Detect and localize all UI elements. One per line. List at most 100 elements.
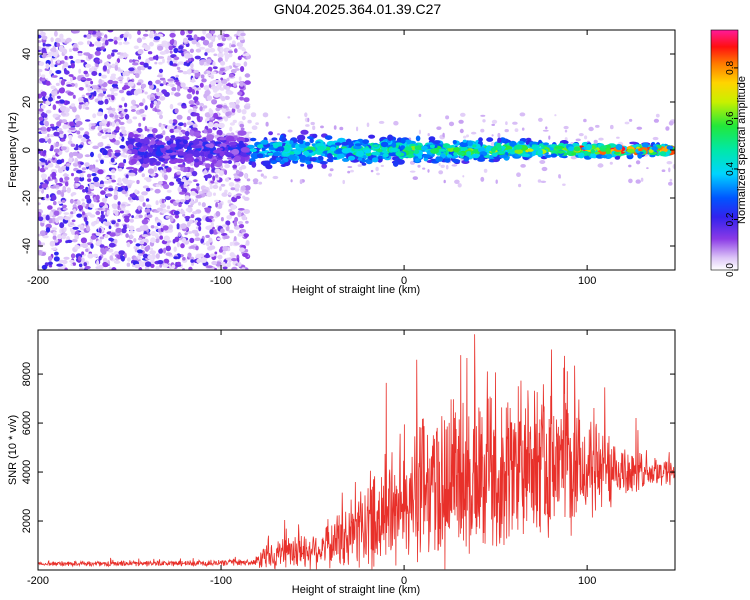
halo-speck [347, 170, 351, 174]
noise-speck [38, 116, 44, 122]
ridge-mark [237, 130, 247, 136]
halo-speck [290, 179, 293, 183]
noise-speck [180, 30, 185, 36]
noise-speck [114, 64, 119, 71]
noise-speck [183, 122, 187, 128]
halo-speck [628, 178, 633, 184]
noise-speck [121, 177, 128, 183]
noise-speck [164, 43, 169, 50]
noise-speck [59, 222, 65, 229]
snr-plot: -200 -100 0 100 2000 4000 6000 8000 Height of … [7, 329, 676, 596]
noise-speck [59, 105, 66, 112]
halo-speck [427, 169, 430, 173]
noise-speck [221, 37, 227, 42]
noise-speck [41, 264, 48, 270]
noise-speck [223, 85, 227, 90]
noise-speck [99, 121, 103, 126]
halo-speck [504, 129, 509, 133]
noise-speck [186, 34, 193, 38]
noise-speck [77, 205, 83, 210]
noise-speck [231, 196, 238, 203]
noise-speck [60, 134, 64, 138]
noise-speck [229, 252, 235, 258]
halo-speck [541, 166, 548, 172]
ridge-mark [590, 148, 596, 154]
noise-speck [45, 100, 51, 106]
noise-speck [156, 74, 163, 78]
noise-speck [106, 69, 110, 74]
noise-speck [74, 82, 78, 88]
noise-speck [84, 162, 90, 168]
noise-speck [214, 199, 220, 203]
ridge-mark [201, 156, 206, 163]
noise-speck [151, 253, 156, 260]
noise-speck [210, 30, 216, 35]
ridge-mark [256, 153, 264, 159]
noise-speck [165, 245, 171, 252]
halo-speck [265, 121, 269, 127]
noise-speck [138, 102, 144, 107]
noise-speck [123, 41, 130, 45]
ridge-mark [272, 142, 282, 147]
ridge-mark [137, 151, 147, 156]
noise-speck [79, 267, 84, 270]
colorbar-tick-label: 0.2 [725, 212, 736, 226]
ridge-mark [518, 140, 525, 145]
noise-speck [165, 252, 173, 256]
noise-speck [100, 190, 106, 195]
noise-speck [83, 52, 89, 56]
noise-speck [143, 33, 149, 37]
noise-speck [228, 229, 235, 234]
noise-speck [111, 121, 116, 127]
halo-speck [438, 170, 444, 175]
noise-speck [213, 34, 217, 38]
halo-speck [520, 164, 526, 168]
ridge-mark [422, 154, 432, 159]
noise-speck [190, 198, 194, 204]
ridge-mark [183, 139, 188, 145]
ridge-mark [149, 144, 155, 149]
noise-speck [107, 30, 114, 33]
noise-speck [87, 253, 94, 259]
noise-speck [213, 192, 216, 196]
noise-speck [234, 48, 238, 54]
ridge-mark [414, 158, 420, 163]
noise-speck [76, 130, 81, 135]
noise-speck [56, 95, 61, 99]
noise-speck [184, 195, 190, 201]
ridge-mark [578, 152, 585, 159]
ridge-mark [492, 158, 500, 163]
ridge-mark [380, 141, 389, 148]
noise-speck [95, 232, 101, 237]
halo-speck [597, 163, 604, 168]
noise-speck [234, 242, 240, 246]
noise-speck [156, 207, 164, 212]
noise-speck [215, 174, 219, 178]
noise-speck [39, 230, 46, 237]
ridge-mark [192, 151, 201, 158]
noise-speck [64, 181, 69, 187]
ridge-mark [354, 143, 362, 147]
halo-speck [443, 179, 446, 184]
colorbar-gradient [711, 30, 738, 270]
noise-speck [137, 55, 142, 60]
noise-speck [85, 92, 91, 96]
noise-speck [186, 53, 193, 59]
noise-speck [216, 83, 221, 90]
noise-speck [64, 216, 71, 221]
noise-speck [167, 78, 175, 82]
halo-speck [538, 117, 543, 122]
noise-speck [92, 145, 99, 150]
noise-speck [117, 218, 121, 223]
noise-speck [72, 226, 79, 230]
noise-speck [201, 189, 209, 194]
ridge-mark [260, 139, 269, 145]
noise-speck [169, 103, 174, 110]
noise-speck [44, 120, 49, 127]
noise-speck [118, 76, 124, 81]
ridge-mark [626, 148, 635, 153]
noise-speck [163, 235, 170, 242]
halo-speck [595, 124, 600, 128]
noise-speck [216, 43, 224, 47]
noise-speck [127, 184, 132, 189]
